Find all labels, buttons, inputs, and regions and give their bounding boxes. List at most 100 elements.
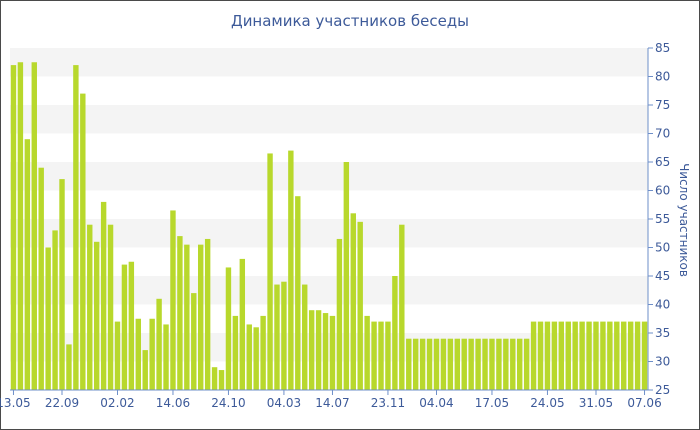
- bar: [510, 338, 516, 390]
- bar: [267, 153, 273, 390]
- bar: [17, 62, 24, 390]
- bar: [600, 321, 606, 390]
- x-tick-label: 14.06: [156, 396, 190, 410]
- bar: [274, 284, 280, 390]
- x-tick-label: 31.05: [579, 396, 613, 410]
- bar: [350, 213, 356, 390]
- bar: [565, 321, 571, 390]
- bar: [232, 315, 239, 390]
- grid-band: [10, 105, 648, 134]
- bar: [475, 338, 481, 390]
- x-tick-label: 04.04: [419, 396, 453, 410]
- y-tick-label: 50: [655, 241, 670, 255]
- y-axis-ticks: 25 30 35 40 45 50 55 60 65 70 75 80 85: [648, 41, 670, 397]
- bar: [80, 93, 86, 390]
- y-axis-title: Число участников: [677, 163, 691, 277]
- chart-title: Динамика участников беседы: [230, 12, 470, 30]
- y-tick-label: 25: [655, 383, 670, 397]
- x-tick-label: 02.02: [100, 396, 134, 410]
- bar: [322, 313, 329, 390]
- bar: [315, 310, 322, 390]
- bar: [295, 196, 301, 390]
- bar: [156, 298, 162, 390]
- bar: [523, 338, 530, 390]
- bar: [308, 310, 315, 390]
- bar: [281, 281, 287, 390]
- bar: [100, 201, 107, 390]
- bar: [24, 139, 31, 390]
- bar: [621, 321, 627, 390]
- bar: [607, 321, 613, 390]
- bar: [371, 321, 377, 390]
- bar: [184, 244, 190, 390]
- bar: [260, 315, 266, 390]
- x-tick-label: 14.07: [315, 396, 349, 410]
- bar: [544, 321, 551, 390]
- grid-band: [10, 48, 648, 77]
- bar: [634, 321, 641, 390]
- bar: [558, 321, 565, 390]
- bar: [38, 167, 44, 390]
- bar: [593, 321, 599, 390]
- bar: [107, 224, 114, 390]
- grid-band: [10, 219, 648, 248]
- bar: [10, 65, 17, 390]
- bar: [253, 327, 259, 390]
- bar: [66, 344, 72, 390]
- bar: [45, 247, 51, 390]
- y-tick-label: 65: [655, 155, 670, 169]
- bar: [496, 338, 502, 390]
- bar: [73, 65, 79, 390]
- bar: [385, 321, 391, 390]
- y-tick-label: 45: [655, 269, 670, 283]
- y-tick-label: 35: [655, 326, 670, 340]
- bar: [211, 367, 218, 390]
- bar: [336, 238, 343, 390]
- bar: [198, 244, 204, 390]
- bar: [378, 321, 384, 390]
- bar: [440, 338, 447, 390]
- x-tick-label: 07.06: [627, 396, 661, 410]
- x-tick-label: 04.03: [267, 396, 301, 410]
- bar: [218, 370, 225, 390]
- grid-band: [10, 276, 648, 305]
- bar: [412, 338, 419, 390]
- y-tick-label: 75: [655, 98, 670, 112]
- x-tick-label: 13.05: [0, 396, 31, 410]
- bar: [461, 338, 467, 390]
- bar: [406, 338, 412, 390]
- bar: [614, 321, 620, 390]
- bar: [52, 230, 58, 390]
- bar: [246, 324, 252, 390]
- x-tick-label: 22.09: [45, 396, 79, 410]
- bar: [288, 150, 294, 390]
- bar: [364, 315, 370, 390]
- bar: [343, 162, 350, 390]
- bar: [128, 261, 135, 390]
- bar: [579, 321, 585, 390]
- bar: [627, 321, 634, 390]
- bar: [447, 338, 454, 390]
- bar: [468, 338, 474, 390]
- bar: [517, 338, 523, 390]
- bar: [489, 338, 495, 390]
- bar: [135, 318, 141, 390]
- bar: [426, 338, 433, 390]
- bar: [93, 241, 100, 390]
- bar: [170, 210, 176, 390]
- bar: [419, 338, 426, 390]
- bar: [177, 236, 183, 390]
- y-tick-label: 30: [655, 355, 670, 369]
- bar: [59, 179, 65, 390]
- bar: [191, 293, 197, 390]
- bar: [503, 338, 509, 390]
- bar: [530, 321, 537, 390]
- x-tick-label: 17.05: [475, 396, 509, 410]
- bar: [392, 276, 398, 390]
- bar: [163, 324, 169, 390]
- y-tick-label: 40: [655, 298, 670, 312]
- bar: [204, 238, 211, 390]
- grid-bands: [10, 48, 648, 362]
- bar: [482, 338, 488, 390]
